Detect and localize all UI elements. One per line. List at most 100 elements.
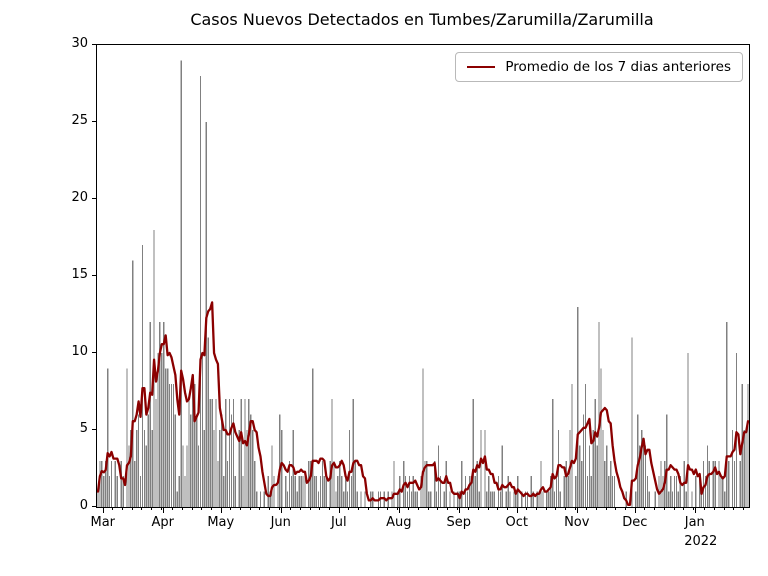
bar (526, 491, 529, 507)
bar (192, 383, 194, 507)
x-minor-tick-mark (447, 507, 449, 510)
bar (712, 460, 714, 507)
bar (288, 460, 291, 507)
bar (461, 460, 463, 507)
x-tick-mark (576, 507, 578, 513)
bar (553, 491, 556, 507)
x-minor-tick-mark (309, 507, 311, 510)
x-minor-tick-mark (230, 507, 232, 510)
bar (631, 337, 633, 507)
bar (443, 491, 445, 507)
x-minor-tick-mark (259, 507, 261, 510)
bar (317, 491, 320, 507)
bar (337, 476, 339, 507)
bar (735, 353, 738, 507)
bar (197, 445, 200, 507)
bar (281, 430, 283, 507)
bar (209, 399, 211, 507)
bar (151, 430, 153, 507)
bar (190, 414, 192, 507)
x-tick-mark (102, 507, 104, 513)
x-minor-tick-mark (112, 507, 114, 510)
bar (424, 460, 426, 507)
x-tick-label: Nov (564, 515, 590, 530)
bar (178, 476, 180, 507)
x-minor-tick-mark (586, 507, 588, 510)
bar (248, 399, 250, 507)
bars-series (97, 60, 749, 507)
bar (352, 399, 354, 507)
bar (286, 491, 289, 507)
bar (263, 491, 265, 507)
bar (548, 491, 550, 507)
bar (408, 476, 411, 507)
bar (196, 414, 198, 507)
x-minor-tick-mark (201, 507, 203, 510)
bar (453, 491, 455, 507)
bar (586, 476, 589, 507)
bar (611, 476, 614, 507)
bar (165, 368, 167, 507)
y-tick-mark (92, 275, 96, 276)
bar (610, 460, 612, 507)
bar (108, 476, 111, 507)
bar (161, 353, 163, 507)
bar (642, 445, 645, 507)
x-minor-tick-mark (723, 507, 725, 510)
bar (335, 491, 337, 507)
bar (114, 460, 117, 507)
bar (501, 445, 503, 507)
bar (325, 476, 327, 507)
bar (155, 399, 157, 507)
bar (397, 491, 399, 507)
bar (592, 430, 594, 507)
x-minor-tick-mark (507, 507, 509, 510)
bar (244, 399, 246, 507)
bar (217, 460, 219, 507)
x-minor-tick-mark (377, 507, 379, 510)
chart-title: Casos Nuevos Detectados en Tumbes/Zarumi… (190, 10, 654, 29)
x-tick-mark (634, 507, 636, 513)
bar (300, 476, 302, 507)
x-minor-tick-mark (160, 507, 162, 510)
bar (567, 476, 569, 507)
bar (596, 445, 598, 507)
bar (242, 476, 244, 507)
bar (238, 430, 240, 507)
bar (333, 460, 335, 507)
x-minor-tick-mark (487, 507, 489, 510)
bar (540, 460, 542, 507)
bar (486, 491, 488, 507)
bar (532, 491, 534, 507)
bar (308, 460, 310, 507)
bar (170, 383, 173, 507)
bar (141, 245, 144, 507)
bar (219, 430, 221, 507)
bar (584, 383, 587, 507)
bar (745, 430, 747, 507)
bar (228, 399, 231, 507)
bar (673, 476, 676, 507)
bar (232, 399, 235, 507)
bar (699, 476, 701, 507)
bar (180, 60, 182, 507)
bar (143, 430, 146, 507)
bar (128, 445, 130, 507)
bar (420, 476, 422, 507)
bar (116, 476, 118, 507)
x-minor-tick-mark (526, 507, 528, 510)
y-tick-label: 10 (71, 344, 88, 359)
bar (410, 491, 413, 507)
x-tick-label: Apr (151, 515, 174, 530)
x-minor-tick-mark (437, 507, 439, 510)
bar (137, 414, 140, 507)
bar (507, 476, 509, 507)
x-axis-year-label: 2022 (684, 534, 718, 549)
bar (733, 460, 736, 507)
x-tick-mark (220, 507, 222, 513)
bar (739, 460, 741, 507)
x-minor-tick-mark (408, 507, 410, 510)
bar (613, 476, 616, 507)
bar (356, 491, 358, 507)
